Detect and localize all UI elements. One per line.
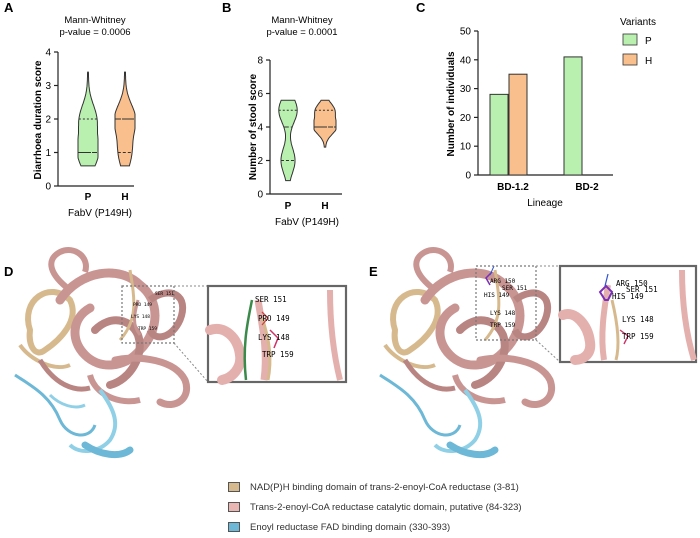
legend-label-nadph: NAD(P)H binding domain of trans-2-enoyl-… <box>250 481 519 493</box>
panel-b: B Mann-Whitney p-value = 0.0001 Number o… <box>222 0 342 228</box>
panel-b-p-violin-body <box>278 99 298 182</box>
legend-swatch-nadph <box>228 482 240 492</box>
panel-c-letter: C <box>416 0 426 15</box>
legend-row-fad: Enoyl reductase FAD binding domain (330-… <box>228 518 522 536</box>
panel-c-legend-label-p: P <box>645 36 652 47</box>
panel-a-xlabel: FabV (P149H) <box>68 208 132 219</box>
panel-e-letter: E <box>369 264 378 279</box>
panel-b-ylabel: Number of stool score <box>248 74 259 181</box>
panel-a-letter: A <box>4 0 14 15</box>
panel-e-zoom-res-1: ARG 150 <box>616 279 648 288</box>
panel-b-yticks: 0 2 4 6 8 <box>257 56 270 201</box>
panel-d-zoom-res-4: TRP 159 <box>262 350 294 359</box>
legend-swatch-fad <box>228 522 240 532</box>
domain-legend: NAD(P)H binding domain of trans-2-enoyl-… <box>228 478 522 538</box>
panel-d: D SER 151 PRO 149 LYS 148 <box>4 247 348 459</box>
panel-d-zoom-connector-bottom <box>173 342 209 383</box>
panel-e-small-res-4: LYS 148 <box>490 310 516 317</box>
panel-e: E ARG 150 SER 151 HIS 149 LYS 148 TRP 15… <box>369 247 698 459</box>
panel-c-yticks: 0 10 20 30 40 50 <box>460 27 478 182</box>
panel-d-zoom-res-1: SER 151 <box>255 295 287 304</box>
panel-c-ytick-label-3: 30 <box>460 84 472 95</box>
panel-c-ytick-label-2: 20 <box>460 113 472 124</box>
panel-c-cat-bd12: BD-1.2 <box>497 182 529 193</box>
panel-a-yticks: 0 1 2 3 4 <box>45 48 58 193</box>
panel-e-zoom-res-5: TRP 159 <box>622 332 654 341</box>
legend-label-catalytic: Trans-2-enoyl-CoA reductase catalytic do… <box>250 501 522 513</box>
panel-c: C Number of individuals 0 10 20 30 40 50 BD-1… <box>416 0 656 209</box>
panel-c-ytick-label-4: 40 <box>460 55 472 66</box>
panel-d-small-res-1: SER 151 <box>155 291 174 297</box>
panel-d-zoom-res-3: LYS 148 <box>258 333 290 342</box>
legend-row-nadph: NAD(P)H binding domain of trans-2-enoyl-… <box>228 478 522 496</box>
panel-a-ylabel: Diarrhoea duration score <box>33 60 44 179</box>
panel-d-zoom-res-2: PRO 149 <box>258 314 290 323</box>
panel-c-legend-label-h: H <box>645 56 652 67</box>
panel-b-stat-p: p-value = 0.0001 <box>266 27 337 38</box>
panel-c-legend-swatch-h <box>622 53 638 66</box>
panel-a-ytick-label-2: 2 <box>45 115 51 126</box>
panel-d-small-res-3: LYS 148 <box>131 314 150 320</box>
panel-d-letter: D <box>4 264 13 279</box>
panel-c-legend-title: Variants <box>620 17 656 28</box>
panel-c-ylabel: Number of individuals <box>446 51 457 156</box>
panel-c-bars <box>489 56 583 176</box>
panel-d-small-res-4: TRP 159 <box>138 326 157 332</box>
panel-e-small-res-1: ARG 150 <box>490 278 516 285</box>
panel-b-xlabel: FabV (P149H) <box>275 217 339 228</box>
panel-e-protein-structure <box>379 247 556 459</box>
panel-a-ytick-label-3: 3 <box>45 81 51 92</box>
panel-a-stat-p: p-value = 0.0006 <box>59 27 130 38</box>
panel-b-ytick-label-1: 2 <box>257 156 263 167</box>
panel-a-ytick-label-1: 1 <box>45 148 51 159</box>
panel-e-zoom-res-3: HIS 149 <box>612 292 644 301</box>
panel-a-cat-h: H <box>121 192 128 203</box>
panel-d-zoom-structure <box>205 289 343 385</box>
panel-c-cat-bd2: BD-2 <box>575 182 599 193</box>
panel-b-violins <box>278 99 337 182</box>
panel-a: A Mann-Whitney p-value = 0.0006 Diarrhoe… <box>4 0 136 219</box>
panel-c-ytick-label-1: 10 <box>460 142 472 153</box>
panel-e-zoom-connector-bottom <box>535 339 561 363</box>
panel-e-small-res-3: HIS 149 <box>484 292 510 299</box>
panel-e-zoom-source-box <box>475 265 537 341</box>
panel-b-h-violin-body <box>313 99 337 148</box>
panel-a-violins <box>77 71 136 167</box>
panel-e-small-res-2: SER 151 <box>502 285 528 292</box>
panel-a-stat-title: Mann-Whitney <box>64 15 125 26</box>
panel-c-xlabel: Lineage <box>527 198 563 209</box>
panel-c-bar-bd12-h <box>508 73 528 176</box>
panel-c-bar-bd12-p <box>489 93 509 176</box>
panel-e-zoom-structure <box>558 269 697 365</box>
panel-e-zoom-res-4: LYS 148 <box>622 315 654 324</box>
panel-a-ytick-label-4: 4 <box>45 48 51 59</box>
panel-e-zoom-box <box>558 264 698 364</box>
panel-b-cat-p: P <box>285 201 292 212</box>
panel-b-ytick-label-4: 8 <box>257 56 263 67</box>
panel-d-zoom-source-box <box>121 285 175 344</box>
panel-d-small-res-2: PRO 149 <box>133 302 152 308</box>
panel-d-protein-structure <box>14 247 191 459</box>
panel-b-letter: B <box>222 0 231 15</box>
panel-a-cat-p: P <box>85 192 92 203</box>
panel-e-small-res-5: TRP 159 <box>490 322 516 329</box>
panel-c-ytick-label-5: 50 <box>460 27 472 38</box>
panel-b-ytick-label-3: 6 <box>257 89 263 100</box>
panel-c-bar-bd2-p <box>563 56 583 176</box>
panel-b-cat-h: H <box>321 201 328 212</box>
legend-label-fad: Enoyl reductase FAD binding domain (330-… <box>250 521 451 533</box>
panel-b-ytick-label-2: 4 <box>257 123 263 134</box>
panel-b-ytick-label-0: 0 <box>257 190 263 201</box>
panel-a-ytick-label-0: 0 <box>45 182 51 193</box>
legend-swatch-catalytic <box>228 502 240 512</box>
panel-b-stat-title: Mann-Whitney <box>271 15 332 26</box>
panel-c-legend-swatch-p <box>622 33 638 46</box>
panel-c-ytick-label-0: 0 <box>465 171 471 182</box>
legend-row-catalytic: Trans-2-enoyl-CoA reductase catalytic do… <box>228 498 522 516</box>
panel-e-zoom-res-2: SER 151 <box>626 285 658 294</box>
